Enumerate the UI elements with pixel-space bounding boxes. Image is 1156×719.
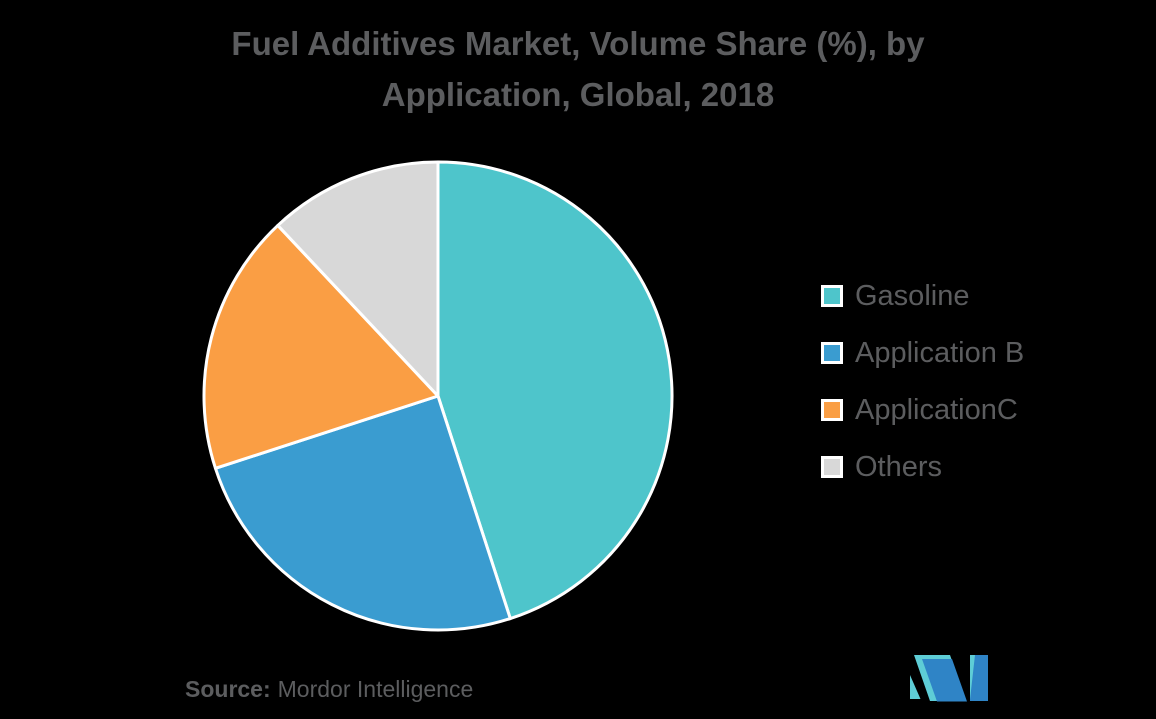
legend: Gasoline Application B ApplicationC Othe… [821,274,1024,502]
pie-slice-gasoline [436,160,674,621]
legend-label: Gasoline [855,279,970,312]
chart-title-line1: Fuel Additives Market, Volume Share (%),… [231,25,925,62]
source-text: Mordor Intelligence [277,676,474,702]
legend-swatch-gasoline [821,285,843,307]
logo-corner-triangle [910,675,921,699]
chart-title: Fuel Additives Market, Volume Share (%),… [0,18,1156,120]
logo-m-blue-shape [922,659,967,702]
logo-i-blue-shape [970,655,988,701]
pie-slice-applicationc [202,223,440,470]
chart-title-line2: Application, Global, 2018 [381,76,775,113]
source-attribution: Source: Mordor Intelligence [185,676,473,703]
legend-label: Others [855,450,943,483]
legend-swatch-application-b [821,342,843,364]
pie-slice-application-b [213,394,512,632]
legend-item-application-c: ApplicationC [821,388,1024,432]
source-prefix: Source: [185,676,271,702]
legend-label: ApplicationC [855,393,1018,426]
legend-item-application-b: Application B [821,331,1024,375]
legend-swatch-application-c [821,399,843,421]
legend-swatch-others [821,456,843,478]
mordor-intelligence-logo [910,655,988,702]
legend-item-others: Others [821,445,1024,489]
pie-slice-others [276,160,440,398]
pie-chart-svg [202,160,674,632]
legend-item-gasoline: Gasoline [821,274,1024,318]
pie-chart [198,156,678,636]
legend-label: Application B [855,336,1025,369]
